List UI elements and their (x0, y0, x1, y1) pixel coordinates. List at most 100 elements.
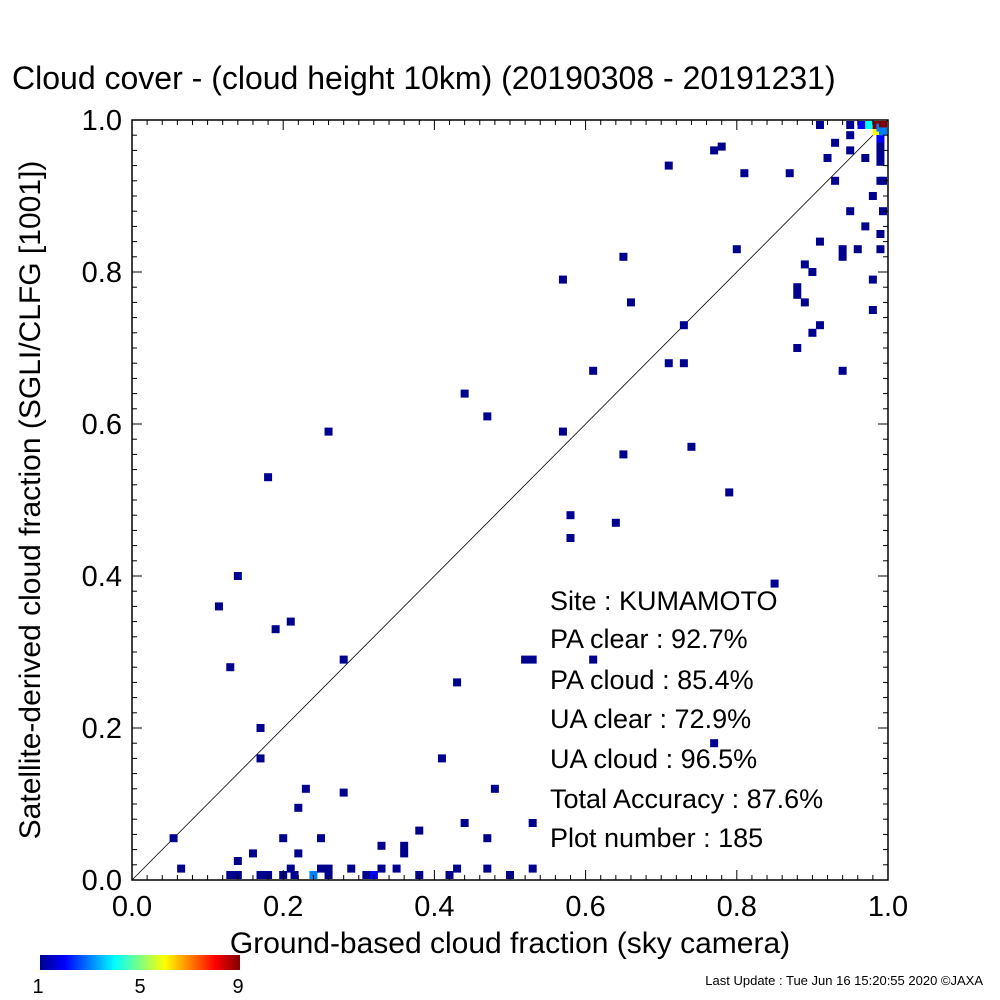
data-point (453, 678, 462, 687)
data-point (793, 283, 802, 292)
y-tick-label: 0.2 (82, 713, 122, 745)
data-point (876, 230, 885, 238)
data-point (687, 442, 696, 451)
data-point (740, 169, 749, 178)
stats-ua-cloud: UA cloud : 96.5% (550, 744, 757, 774)
data-point (815, 321, 824, 330)
data-point (226, 871, 235, 879)
data-point (846, 131, 855, 140)
data-point (868, 192, 877, 200)
data-point (619, 450, 628, 459)
y-tick-label: 0.4 (82, 561, 122, 593)
x-axis-label: Ground-based cloud fraction (sky camera) (230, 927, 790, 960)
data-point (815, 237, 824, 246)
data-point (483, 412, 492, 421)
data-point (589, 366, 598, 375)
last-update-footer: Last Update : Tue Jun 16 15:20:55 2020 ©… (705, 973, 983, 988)
data-point (876, 135, 885, 143)
data-point (785, 169, 794, 178)
stats-pa-cloud: PA cloud : 85.4% (550, 665, 754, 695)
x-tick-label: 0.4 (414, 891, 454, 923)
data-point (838, 252, 847, 261)
data-point (838, 366, 847, 375)
data-point (846, 146, 855, 155)
data-point (793, 344, 802, 352)
data-point (589, 655, 598, 664)
data-point (294, 803, 303, 812)
data-point (664, 161, 673, 170)
data-point (876, 245, 885, 254)
data-point (528, 864, 537, 873)
data-point (846, 207, 855, 216)
data-point (808, 268, 817, 276)
data-point (846, 121, 855, 129)
x-tick-label: 1.0 (868, 891, 908, 923)
data-point (868, 306, 877, 314)
x-tick-label: 0.0 (112, 891, 152, 923)
data-point (286, 864, 295, 873)
data-point (800, 298, 809, 307)
data-point (558, 427, 567, 436)
data-point (177, 864, 186, 873)
chart-title: Cloud cover - (cloud height 10km) (20190… (12, 60, 836, 96)
data-point (823, 154, 832, 162)
one-to-one-line (131, 119, 889, 881)
data-point (339, 655, 348, 664)
data-point (226, 663, 235, 672)
data-point (793, 290, 802, 299)
data-point (169, 834, 178, 843)
data-point (460, 389, 469, 398)
data-point (831, 138, 840, 147)
data-point (286, 617, 295, 626)
data-point (248, 849, 257, 858)
y-tick-label: 0.6 (82, 409, 122, 441)
data-point (415, 826, 424, 835)
x-tick-label: 0.8 (717, 891, 757, 923)
data-point (233, 572, 242, 580)
data-point (664, 359, 673, 368)
data-point (528, 819, 537, 827)
data-point (710, 146, 719, 155)
data-point (483, 834, 492, 843)
data-point (264, 473, 273, 482)
data-point (377, 841, 386, 850)
data-point (725, 488, 734, 497)
data-point (392, 864, 401, 873)
y-tick-label: 0.8 (82, 257, 122, 289)
data-point (460, 819, 469, 827)
y-axis-label: Satellite-derived cloud fraction (SGLI/C… (14, 161, 47, 840)
data-point (294, 849, 303, 858)
stats-ua-clear: UA clear : 72.9% (550, 704, 751, 734)
data-point (362, 871, 371, 879)
colorbar-mid-label: 5 (134, 976, 145, 998)
data-point (868, 275, 877, 284)
data-point (256, 724, 265, 732)
stats-pa-clear: PA clear : 92.7% (550, 624, 748, 654)
data-point (566, 534, 575, 542)
data-point (619, 252, 628, 261)
data-point (256, 871, 265, 879)
data-point (679, 359, 688, 368)
data-point (831, 176, 840, 185)
data-point (808, 328, 817, 337)
data-point (679, 321, 688, 330)
data-point (400, 849, 409, 858)
data-point (879, 127, 887, 136)
data-point (437, 754, 446, 763)
data-point (876, 142, 885, 151)
x-tick-label: 0.6 (565, 891, 605, 923)
data-point (256, 754, 265, 763)
data-point (317, 834, 325, 843)
data-point (521, 655, 530, 664)
data-point (710, 739, 719, 748)
data-point (876, 157, 885, 166)
data-point (339, 788, 348, 797)
data-point (558, 275, 567, 284)
data-point (865, 121, 874, 129)
data-point (717, 142, 726, 151)
data-point (800, 260, 809, 269)
data-point (490, 784, 499, 793)
stats-panel: Site : KUMAMOTO PA clear : 92.7% PA clou… (550, 586, 823, 853)
data-point (324, 864, 333, 873)
